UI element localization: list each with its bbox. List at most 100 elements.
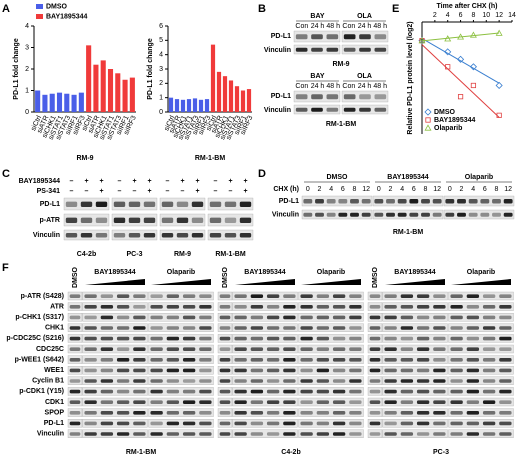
blot-background (82, 376, 148, 385)
group-label: OLA (357, 73, 372, 80)
blot-background (82, 397, 148, 407)
blot-band (166, 389, 180, 394)
blot-band (332, 336, 346, 341)
blot-background (298, 366, 364, 375)
blot-band (199, 347, 212, 351)
blot-band (166, 294, 180, 298)
blot-band (219, 336, 231, 341)
blot-background (217, 344, 233, 354)
blot-band (482, 400, 496, 404)
blot-background (148, 376, 214, 385)
blot-band (384, 336, 397, 341)
bar (210, 44, 216, 113)
lane-label: 2 (389, 186, 393, 193)
blot-band (116, 432, 130, 436)
blot-band (266, 368, 280, 373)
blot-band (316, 432, 330, 436)
blot-band (468, 212, 478, 217)
bar (35, 90, 41, 112)
blot-band (369, 379, 381, 383)
blot-band (450, 421, 463, 426)
lane-label: 2 (318, 186, 322, 193)
blot-background (298, 302, 364, 311)
blot-band (374, 47, 387, 52)
blot-band (150, 421, 163, 426)
blot-band (133, 389, 146, 394)
point (424, 124, 432, 131)
blot-background (148, 429, 214, 438)
blot-band (69, 379, 81, 383)
blot-band (283, 411, 296, 415)
blot-band (191, 233, 204, 238)
point (457, 94, 464, 100)
blot-band (283, 347, 296, 351)
row-label: CDK1 (45, 399, 64, 406)
lane-label: 6 (483, 186, 487, 193)
blot-background (67, 408, 83, 417)
trend-line (421, 37, 500, 84)
bar (204, 99, 210, 112)
blot-band (128, 233, 141, 238)
condition-sign: + (243, 178, 247, 185)
blot-band (400, 347, 414, 351)
blot-band (349, 358, 362, 362)
blot-band (266, 379, 280, 383)
blot-band (69, 400, 81, 404)
blot-background (298, 355, 364, 364)
blot-band (95, 233, 108, 238)
blot-band (133, 294, 146, 298)
blot-band (450, 326, 463, 330)
blot-band (234, 336, 247, 341)
blot-band (100, 336, 114, 341)
blot-band (69, 336, 81, 341)
blot-background (382, 302, 448, 311)
blot-band (300, 294, 313, 298)
blot-band (338, 199, 348, 204)
blot-band (84, 358, 97, 362)
blot-band (100, 400, 114, 404)
blot-background (382, 344, 448, 354)
blot-band (450, 379, 463, 383)
bar (78, 92, 84, 112)
blot-band (84, 294, 97, 298)
bar (122, 79, 128, 112)
y-axis-label: PD-L1 fold change (147, 38, 154, 100)
blot-band (369, 315, 381, 320)
blot-band (176, 217, 189, 223)
blot-band (369, 358, 381, 362)
group-label: BAY (310, 73, 324, 80)
condition-label: PS-341 (37, 188, 60, 195)
point (425, 117, 431, 123)
y-tick-label: 6 (159, 23, 163, 30)
row-label: PD-L1 (44, 420, 64, 427)
condition-sign: + (195, 188, 199, 195)
blot-band (239, 201, 252, 207)
blot-band (234, 358, 247, 362)
blot-background (448, 429, 514, 438)
blot-band (150, 326, 163, 330)
blot-band (499, 432, 512, 436)
blot-background (232, 419, 298, 428)
blot-band (400, 368, 414, 373)
lane-label: 0 (306, 186, 310, 193)
point (495, 29, 503, 36)
row-label: Vinculin (264, 107, 291, 114)
blot-band (397, 212, 407, 217)
bar (234, 86, 240, 112)
lane-label: 24 h (311, 83, 325, 90)
dose-wedge (235, 279, 295, 285)
blot-band (234, 347, 247, 351)
blot-band (166, 305, 180, 309)
blot-band (266, 305, 280, 309)
blot-band (199, 379, 212, 383)
blot-band (369, 389, 381, 394)
row-label: p-WEE1 (S642) (15, 356, 64, 363)
blot-band (266, 389, 280, 394)
blot-background (148, 302, 214, 311)
condition-sign: – (118, 178, 122, 185)
blot-background (232, 355, 298, 364)
blot-band (80, 233, 93, 238)
blot-band (359, 34, 371, 40)
blot-band (182, 294, 196, 298)
